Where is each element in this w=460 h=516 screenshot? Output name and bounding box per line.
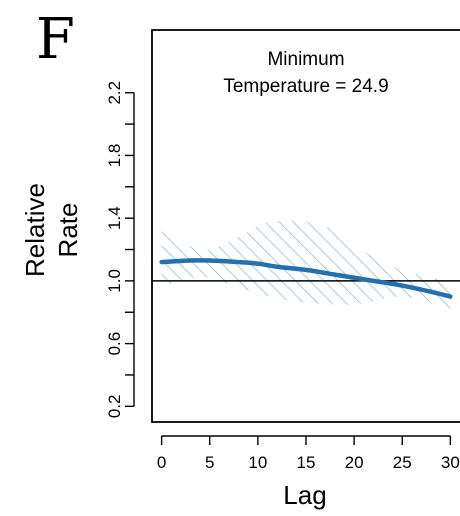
confidence-band: [161, 220, 451, 310]
annotation-line-2: Temperature = 24.9: [223, 76, 388, 97]
panel-label: F: [36, 7, 75, 72]
x-axis-title: Lag: [283, 480, 326, 510]
axes-layer: 0.2 0.6 1.0 1.4 1.8 2.2 0 5 10 15 20 25 30: [105, 29, 460, 472]
x-tick-label: 30: [441, 453, 460, 472]
y-tick-label: 0.2: [105, 394, 124, 418]
plot-layer: [152, 220, 460, 310]
annotation-line-1: Minimum: [267, 49, 344, 70]
y-tick-label: 2.2: [105, 81, 124, 105]
plot-frame: [151, 29, 460, 423]
y-tick-label: 1.4: [105, 206, 124, 230]
x-tick-label: 15: [297, 453, 316, 472]
y-axis-title-line-1: Relative: [20, 183, 50, 277]
y-tick-label: 1.8: [105, 144, 124, 168]
x-tick-label: 10: [248, 453, 267, 472]
y-axis-title-line-2: Rate: [53, 203, 83, 258]
x-tick-label: 20: [345, 453, 364, 472]
x-tick-label: 0: [157, 453, 166, 472]
x-tick-label: 5: [205, 453, 214, 472]
y-tick-label: 1.0: [105, 269, 124, 293]
y-tick-label: 0.6: [105, 332, 124, 356]
series-line: [159, 258, 453, 299]
x-tick-label: 25: [393, 453, 412, 472]
